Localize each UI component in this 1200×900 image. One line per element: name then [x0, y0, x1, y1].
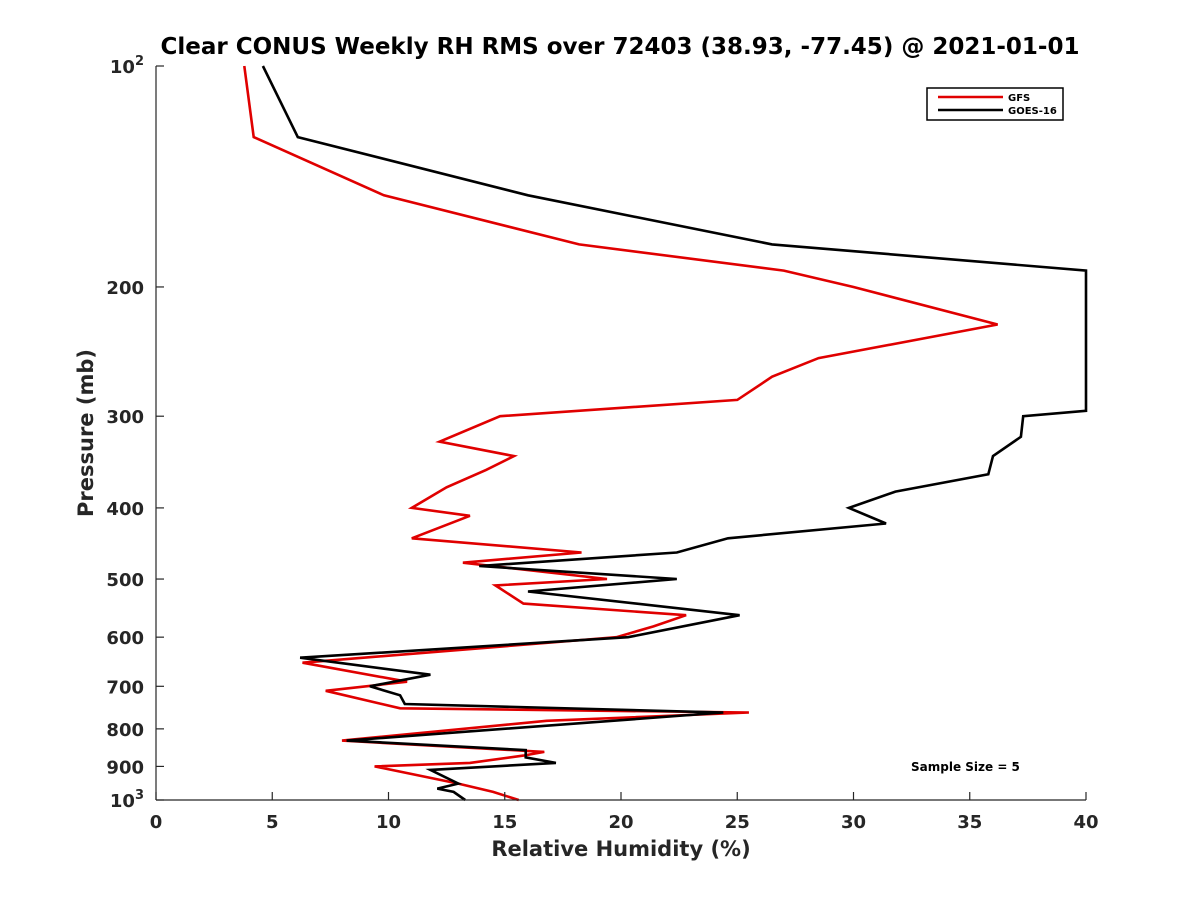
y-tick-label: 800	[106, 720, 144, 741]
x-tick-label: 35	[957, 812, 982, 833]
legend-label-goes16: GOES-16	[1008, 106, 1057, 117]
y-tick-label: 700	[106, 677, 144, 698]
series-layer	[243, 65, 1088, 802]
y-axis-label: Pressure (mb)	[74, 349, 98, 517]
x-axis-ticks: 0 5 10 15 20 25 30 35 40	[150, 792, 1099, 833]
y-tick-label: 400	[106, 499, 144, 520]
y-tick-label: 300	[106, 407, 144, 428]
series-line-gfs	[243, 65, 998, 802]
x-tick-label: 5	[266, 812, 279, 833]
sample-size-annotation: Sample Size = 5	[911, 760, 1020, 774]
x-tick-label: 15	[492, 812, 517, 833]
x-tick-label: 30	[841, 812, 866, 833]
plot-area-frame	[156, 66, 1086, 800]
y-tick-label: 200	[106, 278, 144, 299]
y-tick-label: 103	[110, 788, 144, 812]
y-tick-label: 500	[106, 570, 144, 591]
x-tick-label: 10	[376, 812, 401, 833]
x-tick-label: 20	[608, 812, 633, 833]
legend-box	[926, 87, 1064, 121]
y-tick-label: 102	[110, 54, 144, 78]
legend: GFS GOES-16	[926, 87, 1064, 121]
legend-label-gfs: GFS	[1008, 93, 1030, 104]
y-tick-label: 600	[106, 628, 144, 649]
y-tick-label: 900	[106, 757, 144, 778]
x-tick-label: 0	[150, 812, 163, 833]
x-tick-label: 25	[725, 812, 750, 833]
y-axis-ticks: 102 200 300 400 500 600 700 800 900 103	[106, 54, 164, 812]
x-tick-label: 40	[1073, 812, 1098, 833]
x-axis-label: Relative Humidity (%)	[491, 837, 750, 861]
chart-title: Clear CONUS Weekly RH RMS over 72403 (38…	[161, 34, 1080, 60]
series-line-goes16	[261, 65, 1088, 802]
